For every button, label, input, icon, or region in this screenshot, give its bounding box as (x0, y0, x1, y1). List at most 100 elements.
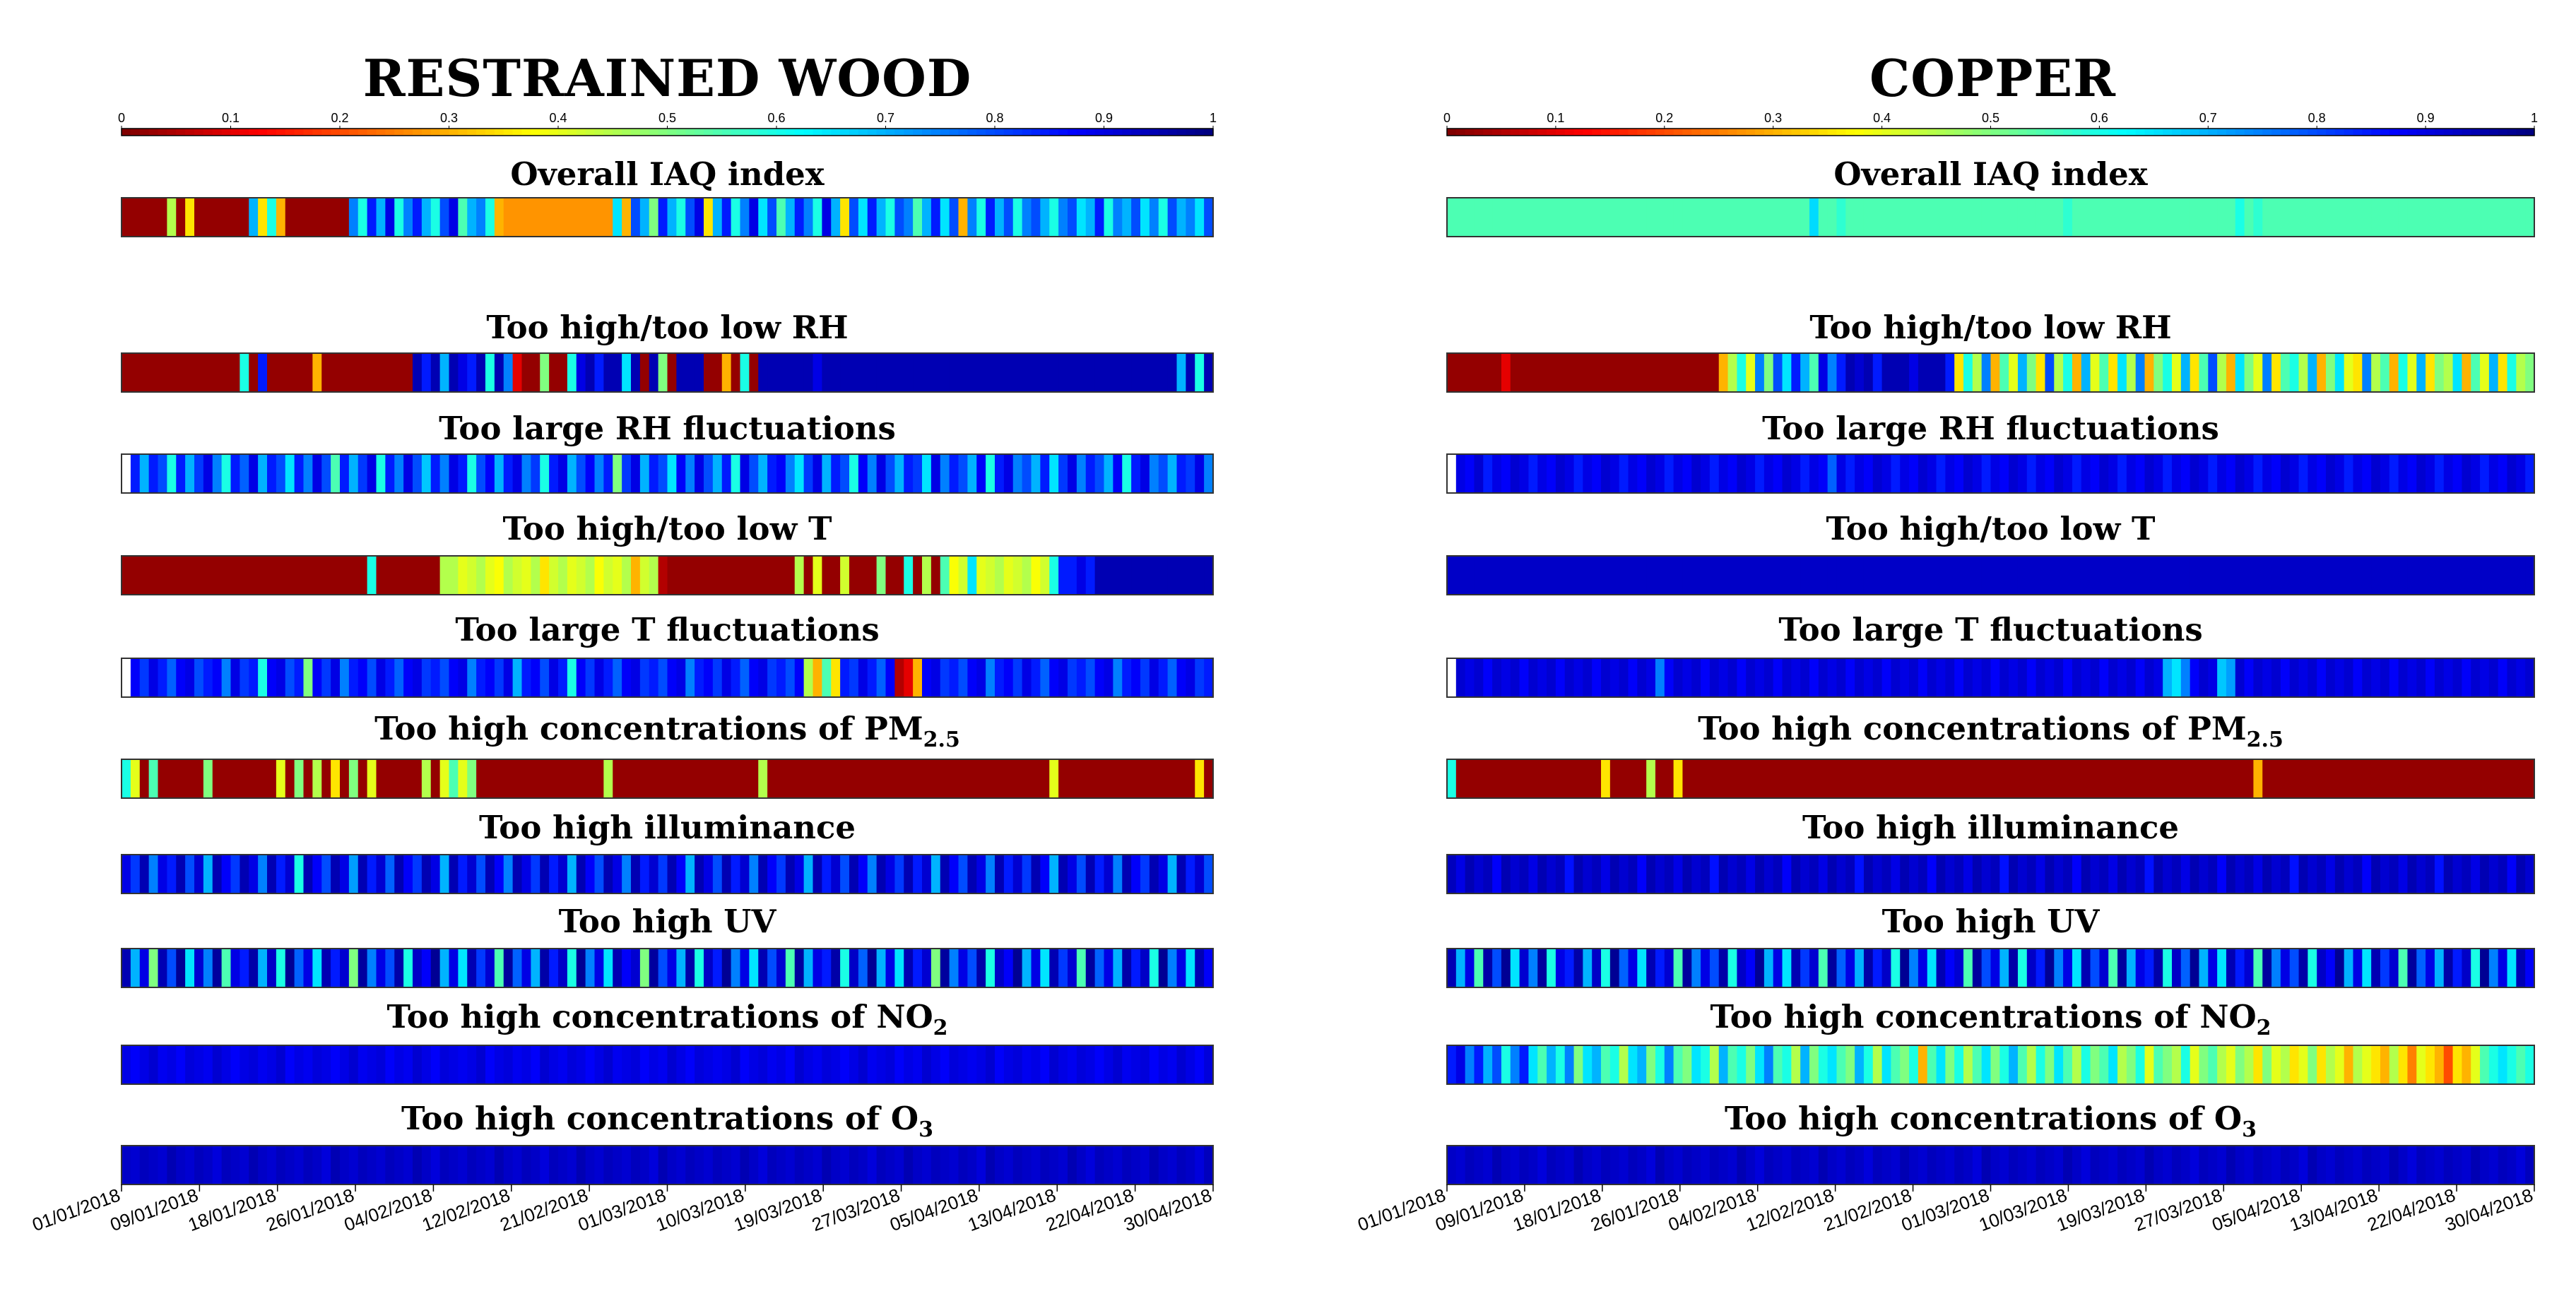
heatmap-cell (613, 658, 622, 697)
colorbar-tick-label: 0.5 (1982, 111, 1999, 125)
heatmap-cell (285, 658, 295, 697)
heatmap-cell (413, 855, 423, 893)
heatmap-cell (1791, 949, 1801, 987)
heatmap-cell (1447, 759, 1457, 798)
heatmap-cell (2525, 1045, 2535, 1084)
heatmap-cell (139, 454, 150, 493)
heatmap-cell (2462, 855, 2471, 893)
heatmap-cell (1619, 855, 1629, 893)
heatmap-cell (276, 658, 286, 697)
heatmap-cell (1592, 198, 1602, 237)
heatmap-cell (1963, 1146, 1973, 1184)
heatmap-cell (2407, 556, 2417, 595)
heatmap-cell (1773, 658, 1783, 697)
heatmap-cell (2380, 353, 2390, 392)
heatmap-cell (858, 556, 868, 595)
heatmap-cell (803, 949, 814, 987)
heatmap-cell (930, 949, 941, 987)
heatmap-cell (1954, 949, 1964, 987)
heatmap-cell (1655, 454, 1665, 493)
heatmap-cell (1195, 556, 1205, 595)
heatmap-cell (1447, 658, 1457, 697)
heatmap-cell (240, 949, 249, 987)
heatmap-cell (376, 759, 386, 798)
colorbar-segment (2462, 129, 2471, 136)
heatmap-cell (2334, 658, 2345, 697)
heatmap-cell (1637, 658, 1647, 697)
heatmap-cell (2353, 658, 2363, 697)
heatmap-cell (1655, 556, 1665, 595)
colorbar-segment (894, 129, 904, 136)
heatmap-cell (2190, 353, 2200, 392)
x-tick-label: 09/01/2018 (107, 1184, 201, 1235)
heatmap-cell (1483, 198, 1493, 237)
heatmap-cell (1483, 855, 1493, 893)
heatmap-cell (995, 658, 1005, 697)
heatmap-cell (130, 759, 141, 798)
heatmap-cell (449, 949, 459, 987)
heatmap-cell (1827, 855, 1838, 893)
heatmap-cell (2507, 1045, 2517, 1084)
heatmap-cell (603, 949, 613, 987)
heatmap-cell (167, 1045, 177, 1084)
heatmap-cell (1149, 855, 1159, 893)
heatmap-cell (348, 1146, 359, 1184)
heatmap-cell (922, 1045, 932, 1084)
heatmap-cell (449, 658, 459, 697)
heatmap-cell (1999, 1146, 2009, 1184)
heatmap-cell (1691, 556, 1701, 595)
heatmap-cell (2099, 759, 2109, 798)
heatmap-cell (1140, 658, 1150, 697)
heatmap-cell (1573, 759, 1583, 798)
heatmap-cell (403, 759, 413, 798)
heatmap-cell (221, 454, 232, 493)
heatmap-cell (340, 855, 350, 893)
heatmap-cell (240, 198, 249, 237)
heatmap-cell (1031, 759, 1041, 798)
heatmap-cell (558, 353, 568, 392)
heatmap-cell (712, 1146, 723, 1184)
heatmap-cell (2135, 1146, 2146, 1184)
heatmap-cell (348, 855, 359, 893)
colorbar-segment (1646, 129, 1656, 136)
heatmap-cell (1999, 454, 2009, 493)
heatmap-cell (876, 855, 887, 893)
heatmap-cell (2135, 855, 2146, 893)
heatmap-cell (1763, 353, 1774, 392)
heatmap-cell (2498, 658, 2508, 697)
heatmap-cell (2443, 198, 2454, 237)
heatmap-cell (2443, 855, 2454, 893)
heatmap-row-frame (121, 948, 1214, 988)
heatmap-cell (885, 949, 895, 987)
heatmap-cell (721, 1146, 732, 1184)
heatmap-cell (531, 1146, 540, 1184)
heatmap-cell (267, 658, 277, 697)
heatmap-cell (2208, 658, 2218, 697)
heatmap-cell (340, 759, 350, 798)
heatmap-cell (967, 949, 977, 987)
heatmap-cell (813, 658, 822, 697)
heatmap-cell (1195, 658, 1205, 697)
heatmap-cell (1646, 759, 1656, 798)
heatmap-cell (1655, 198, 1665, 237)
heatmap-cell (385, 855, 395, 893)
heatmap-cell (940, 556, 950, 595)
heatmap-cell (2371, 1045, 2381, 1084)
heatmap-cell (2108, 1146, 2118, 1184)
heatmap-cell (613, 949, 622, 987)
colorbar-segment (2036, 129, 2046, 136)
heatmap-cell (1510, 1146, 1520, 1184)
heatmap-cell (958, 658, 968, 697)
heatmap-cell (2507, 949, 2517, 987)
heatmap-cell (1474, 353, 1484, 392)
heatmap-row-frame (1446, 555, 2535, 595)
heatmap-cell (813, 198, 822, 237)
colorbar-segment (2488, 129, 2499, 136)
heatmap-cell (958, 949, 968, 987)
heatmap-cell (2017, 1045, 2028, 1084)
heatmap-cell (695, 759, 704, 798)
heatmap-cell (503, 556, 514, 595)
colorbar-tick-label: 0.9 (2417, 111, 2435, 125)
heatmap-cell (1972, 1146, 1983, 1184)
heatmap-cell (303, 1045, 313, 1084)
